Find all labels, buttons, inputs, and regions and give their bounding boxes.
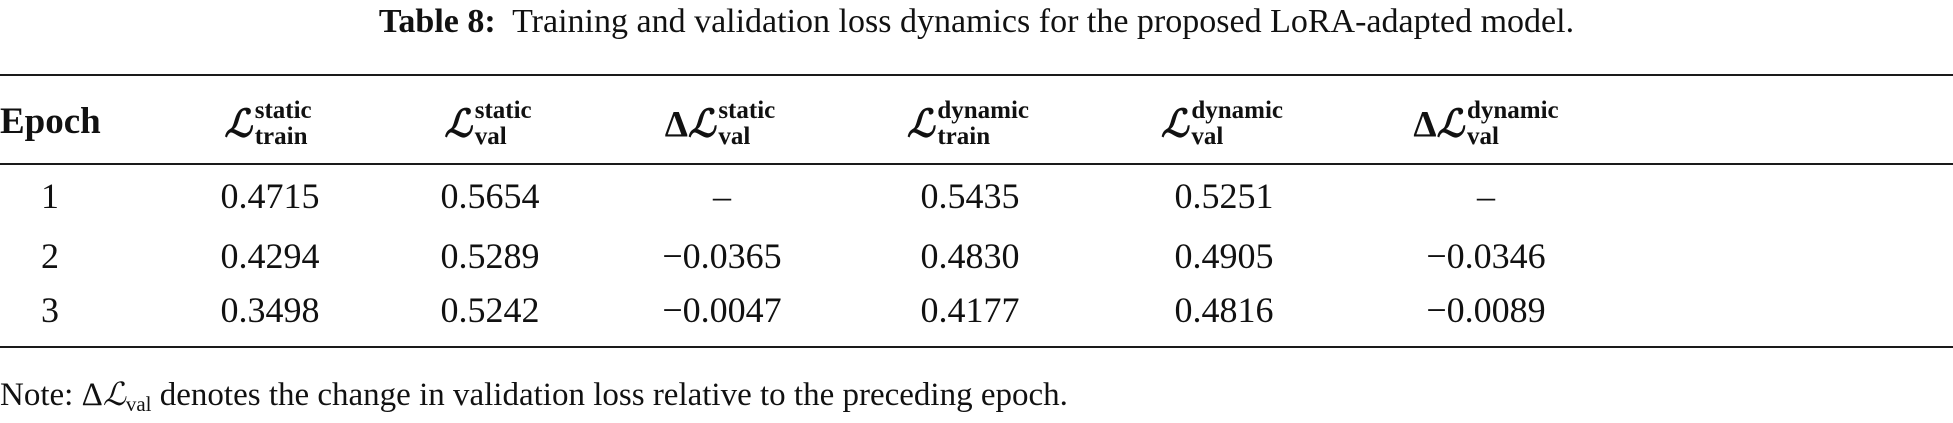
- cell-dynamic-val: 0.5251: [1174, 176, 1274, 216]
- table-row: 2 0.4294 0.5289 −0.0365 0.4830 0.4905 −0…: [0, 236, 1953, 280]
- note-subscript: val: [125, 392, 152, 416]
- cell-dynamic-train: 0.4177: [920, 290, 1020, 330]
- cell-epoch: 3: [41, 290, 59, 330]
- cell-static-train: 0.3498: [220, 290, 320, 330]
- table-row: 3 0.3498 0.5242 −0.0047 0.4177 0.4816 −0…: [0, 290, 1953, 334]
- note-prefix: Note:: [0, 377, 82, 413]
- note-symbol: ℒ: [102, 375, 126, 413]
- table-top-rule: [0, 74, 1953, 76]
- cell-dynamic-delta-val: −0.0346: [1426, 236, 1546, 276]
- header-epoch: Epoch: [0, 101, 101, 142]
- cell-static-delta-val: –: [713, 176, 731, 216]
- cell-static-val: 0.5654: [440, 176, 540, 216]
- table-bottom-rule: [0, 346, 1953, 348]
- table-note: Note: Δℒval denotes the change in valida…: [0, 374, 1068, 418]
- cell-dynamic-delta-val: −0.0089: [1426, 290, 1546, 330]
- cell-dynamic-train: 0.4830: [920, 236, 1020, 276]
- cell-dynamic-val: 0.4816: [1174, 290, 1274, 330]
- cell-epoch: 2: [41, 236, 59, 276]
- cell-dynamic-delta-val: –: [1477, 176, 1495, 216]
- cell-static-val: 0.5289: [440, 236, 540, 276]
- table-label: Table 8:: [378, 3, 496, 40]
- cell-dynamic-train: 0.5435: [920, 176, 1020, 216]
- table-caption-text: Training and validation loss dynamics fo…: [512, 3, 1575, 40]
- note-delta: Δ: [81, 377, 103, 413]
- header-dynamic-delta-val: Δℒ dynamic val: [1413, 97, 1559, 150]
- note-text: denotes the change in validation loss re…: [151, 377, 1068, 413]
- cell-static-train: 0.4715: [220, 176, 320, 216]
- cell-dynamic-val: 0.4905: [1174, 236, 1274, 276]
- cell-static-delta-val: −0.0365: [662, 236, 782, 276]
- cell-static-val: 0.5242: [440, 290, 540, 330]
- table-header-rule: [0, 163, 1953, 165]
- cell-epoch: 1: [41, 176, 59, 216]
- header-static-delta-val: Δℒ static val: [664, 97, 776, 150]
- cell-static-delta-val: −0.0047: [662, 290, 782, 330]
- table-caption: Table 8: Training and validation loss dy…: [0, 2, 1953, 42]
- cell-static-train: 0.4294: [220, 236, 320, 276]
- table-row: 1 0.4715 0.5654 – 0.5435 0.5251 –: [0, 176, 1953, 220]
